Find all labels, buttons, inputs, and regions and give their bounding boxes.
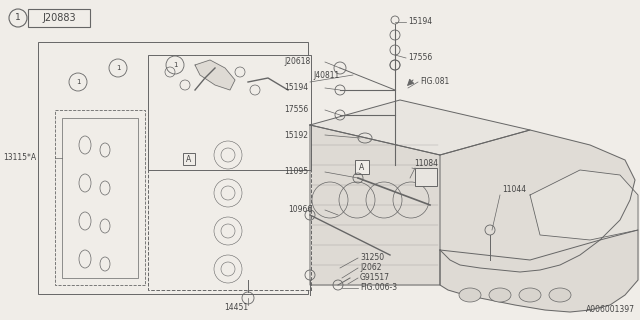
Ellipse shape bbox=[549, 288, 571, 302]
Text: 1: 1 bbox=[15, 13, 21, 22]
Text: J40811: J40811 bbox=[313, 70, 339, 79]
Bar bbox=[28, 9, 90, 27]
Text: 13115*A: 13115*A bbox=[3, 154, 36, 163]
Text: 1: 1 bbox=[76, 79, 80, 85]
Text: 10966: 10966 bbox=[288, 205, 312, 214]
Text: 31250: 31250 bbox=[360, 253, 384, 262]
Text: 15192: 15192 bbox=[284, 131, 308, 140]
Polygon shape bbox=[530, 170, 638, 240]
Text: 1: 1 bbox=[116, 65, 120, 71]
Text: FRONT: FRONT bbox=[72, 217, 104, 239]
Text: 14451: 14451 bbox=[224, 303, 248, 313]
Text: J20618: J20618 bbox=[284, 58, 310, 67]
Polygon shape bbox=[440, 230, 638, 312]
Ellipse shape bbox=[489, 288, 511, 302]
Polygon shape bbox=[310, 100, 530, 155]
Text: G91517: G91517 bbox=[360, 274, 390, 283]
Text: 11084: 11084 bbox=[414, 158, 438, 167]
Text: 17556: 17556 bbox=[284, 106, 308, 115]
Text: 15194: 15194 bbox=[408, 18, 432, 27]
Text: A: A bbox=[360, 163, 365, 172]
Ellipse shape bbox=[519, 288, 541, 302]
Polygon shape bbox=[195, 60, 235, 90]
Text: J20883: J20883 bbox=[42, 13, 76, 23]
Polygon shape bbox=[310, 125, 440, 285]
Text: 1: 1 bbox=[173, 62, 177, 68]
Bar bbox=[62, 118, 138, 278]
Text: FIG.081: FIG.081 bbox=[420, 77, 449, 86]
Ellipse shape bbox=[459, 288, 481, 302]
Bar bbox=[55, 110, 145, 285]
Text: J2062: J2062 bbox=[360, 263, 381, 273]
Text: 11095: 11095 bbox=[284, 167, 308, 177]
Text: A006001397: A006001397 bbox=[586, 305, 635, 314]
Bar bbox=[183, 153, 195, 165]
Bar bbox=[355, 160, 369, 174]
Text: 11044: 11044 bbox=[502, 186, 526, 195]
Text: 17556: 17556 bbox=[408, 53, 432, 62]
Bar bbox=[38, 42, 308, 294]
Text: FIG.006-3: FIG.006-3 bbox=[360, 284, 397, 292]
Bar bbox=[148, 55, 311, 170]
Bar bbox=[148, 115, 311, 290]
Text: A: A bbox=[186, 155, 191, 164]
Bar bbox=[415, 168, 437, 186]
Text: 15194: 15194 bbox=[284, 84, 308, 92]
Polygon shape bbox=[440, 130, 635, 272]
